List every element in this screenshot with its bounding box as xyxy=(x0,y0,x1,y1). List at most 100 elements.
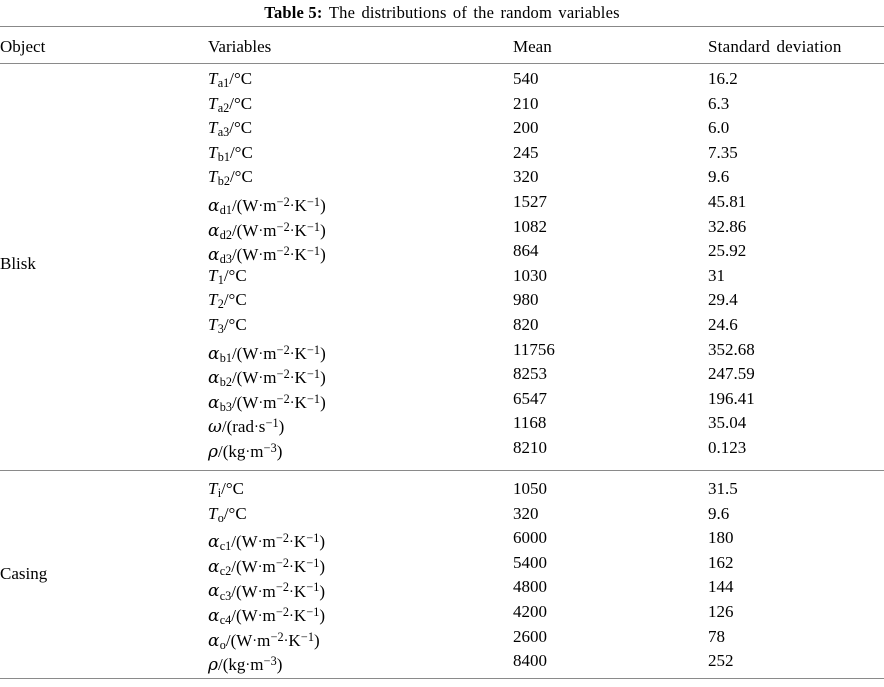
cell-mean: 11756 xyxy=(513,339,555,359)
cell-variable: Ti/°C xyxy=(208,479,244,501)
table-row: Ta2/°C 210 6.3 xyxy=(0,93,884,118)
caption-label: Table 5: xyxy=(264,3,323,22)
cell-mean: 8253 xyxy=(513,364,547,384)
rule-top xyxy=(0,26,884,27)
cell-variable: T2/°C xyxy=(208,290,247,312)
table-row: αb2/(W·m−2·K−1) 8253 247.59 xyxy=(0,363,884,389)
cell-std: 9.6 xyxy=(708,167,730,187)
caption-text: The distributions of the random variable… xyxy=(328,3,620,22)
cell-std: 29.4 xyxy=(708,290,738,310)
cell-mean: 864 xyxy=(513,241,539,261)
cell-std: 45.81 xyxy=(708,191,747,211)
rule-bottom xyxy=(0,678,884,679)
cell-std: 9.6 xyxy=(708,503,730,523)
table-row: αd3/(W·m−2·K−1) 864 25.92 xyxy=(0,240,884,266)
table-row: Tb1/°C 245 7.35 xyxy=(0,142,884,167)
cell-std: 144 xyxy=(708,577,734,597)
cell-mean: 1050 xyxy=(513,479,547,498)
cell-mean: 320 xyxy=(513,167,539,187)
cell-std: 0.123 xyxy=(708,437,747,457)
cell-mean: 4800 xyxy=(513,577,547,597)
cell-variable: αd2/(W·m−2·K−1) xyxy=(208,219,326,242)
cell-std: 252 xyxy=(708,651,734,671)
cell-variable: αb1/(W·m−2·K−1) xyxy=(208,342,326,365)
cell-mean: 4200 xyxy=(513,601,547,621)
cell-std: 126 xyxy=(708,601,734,621)
column-header-variables: Variables xyxy=(208,37,272,56)
cell-mean: 210 xyxy=(513,93,539,113)
table-body-casing: Ti/°C 1050 31.5 To/°C 320 9.6 αc1/(W·m−2·K−1) 6… xyxy=(0,478,884,675)
cell-std: 247.59 xyxy=(708,364,755,384)
cell-std: 24.6 xyxy=(708,314,738,334)
cell-variable: αd1/(W·m−2·K−1) xyxy=(208,194,326,218)
cell-mean: 6000 xyxy=(513,528,547,548)
table-row: T3/°C 820 24.6 xyxy=(0,314,884,339)
cell-std: 78 xyxy=(708,626,725,646)
cell-variable: αd3/(W·m−2·K−1) xyxy=(208,244,326,267)
cell-mean: 8400 xyxy=(513,651,547,671)
cell-mean: 245 xyxy=(513,142,539,162)
cell-variable: αb2/(W·m−2·K−1) xyxy=(208,367,326,390)
cell-variable: αc2/(W·m−2·K−1) xyxy=(208,555,326,578)
table-row: αo/(W·m−2·K−1) 2600 78 xyxy=(0,626,884,652)
column-header-std: Standard deviation xyxy=(708,37,842,56)
cell-std: 180 xyxy=(708,528,734,548)
cell-mean: 8210 xyxy=(513,437,547,457)
table-row: αd2/(W·m−2·K−1) 1082 32.86 xyxy=(0,216,884,242)
column-header-mean: Mean xyxy=(513,37,552,56)
table-row: αc1/(W·m−2·K−1) 6000 180 xyxy=(0,527,884,553)
cell-variable: Tb1/°C xyxy=(208,142,253,164)
cell-mean: 980 xyxy=(513,290,539,310)
rule-section xyxy=(0,470,884,471)
table-row: Tb2/°C 320 9.6 xyxy=(0,166,884,191)
rule-header xyxy=(0,63,884,64)
cell-mean: 540 xyxy=(513,69,539,88)
cell-std: 196.41 xyxy=(708,388,755,408)
cell-std: 35.04 xyxy=(708,413,747,433)
table-row: Ta1/°C 540 16.2 xyxy=(0,68,884,93)
cell-variable: ρ/(kg·m−3) xyxy=(208,654,283,676)
table-row: T2/°C 980 29.4 xyxy=(0,289,884,314)
table-row: Ti/°C 1050 31.5 xyxy=(0,478,884,503)
table-row: αd1/(W·m−2·K−1) 1527 45.81 xyxy=(0,191,884,217)
table-row: αc3/(W·m−2·K−1) 4800 144 xyxy=(0,576,884,602)
table-body-blisk: Ta1/°C 540 16.2 Ta2/°C 210 6.3 Ta3/°C 200 6.0 Tb1… xyxy=(0,68,884,462)
column-header-object: Object xyxy=(0,37,46,56)
cell-mean: 1527 xyxy=(513,191,547,211)
cell-variable: ω/(rad·s−1) xyxy=(208,416,285,438)
cell-mean: 1168 xyxy=(513,413,547,433)
table-row: αb1/(W·m−2·K−1) 11756 352.68 xyxy=(0,339,884,365)
table-row: αb3/(W·m−2·K−1) 6547 196.41 xyxy=(0,388,884,414)
table-row: Ta3/°C 200 6.0 xyxy=(0,117,884,142)
cell-variable: αo/(W·m−2·K−1) xyxy=(208,629,320,652)
cell-std: 32.86 xyxy=(708,216,747,236)
cell-variable: T1/°C xyxy=(208,265,247,287)
cell-variable: ρ/(kg·m−3) xyxy=(208,440,283,463)
group-label-blisk: Blisk xyxy=(0,254,36,273)
cell-variable: To/°C xyxy=(208,503,247,525)
cell-variable: Ta2/°C xyxy=(208,93,253,115)
cell-variable: Ta1/°C xyxy=(208,69,253,91)
cell-variable: Tb2/°C xyxy=(208,167,253,189)
table-row: T1/°C 1030 31 xyxy=(0,265,884,290)
cell-variable: αc4/(W·m−2·K−1) xyxy=(208,604,326,628)
cell-mean: 6547 xyxy=(513,388,547,408)
group-label-casing: Casing xyxy=(0,564,48,583)
cell-mean: 1030 xyxy=(513,265,547,285)
table-row: αc4/(W·m−2·K−1) 4200 126 xyxy=(0,601,884,627)
cell-variable: T3/°C xyxy=(208,314,247,336)
cell-std: 31 xyxy=(708,265,725,285)
cell-std: 16.2 xyxy=(708,69,738,88)
table-row: ρ/(kg·m−3) 8400 252 xyxy=(0,650,884,675)
cell-mean: 1082 xyxy=(513,216,547,236)
cell-std: 352.68 xyxy=(708,339,755,359)
table-row: αc2/(W·m−2·K−1) 5400 162 xyxy=(0,552,884,578)
table-row: ρ/(kg·m−3) 8210 0.123 xyxy=(0,437,884,462)
cell-std: 31.5 xyxy=(708,479,738,498)
cell-variable: Ta3/°C xyxy=(208,118,253,140)
cell-std: 25.92 xyxy=(708,241,747,261)
cell-std: 6.0 xyxy=(708,118,730,138)
cell-std: 6.3 xyxy=(708,93,730,113)
table-row: ω/(rad·s−1) 1168 35.04 xyxy=(0,412,884,437)
